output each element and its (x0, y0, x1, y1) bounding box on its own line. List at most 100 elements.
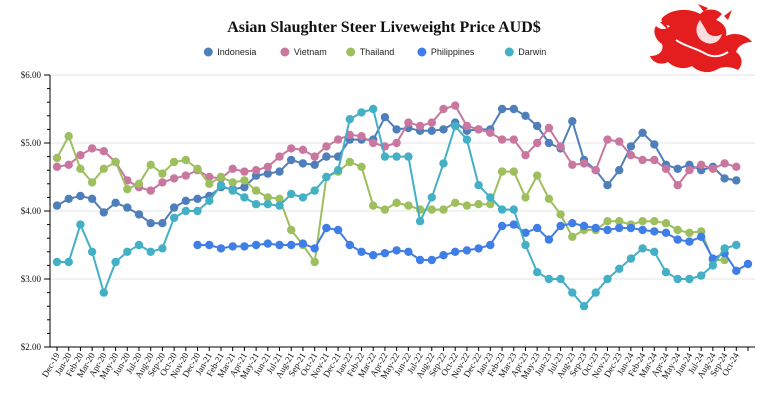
data-point (615, 137, 624, 146)
data-point (579, 221, 589, 231)
data-point (357, 162, 366, 171)
data-point (181, 171, 190, 180)
data-point (591, 166, 600, 175)
data-point (603, 225, 612, 235)
data-point (333, 225, 343, 235)
data-point (697, 271, 706, 280)
data-point (427, 118, 436, 127)
data-point (720, 159, 729, 168)
data-point (205, 172, 214, 182)
data-point (99, 147, 109, 156)
data-point (591, 288, 600, 297)
data-point (521, 240, 530, 250)
data-point (169, 213, 179, 222)
data-point (415, 217, 425, 226)
data-point (568, 160, 577, 169)
data-point (615, 217, 624, 226)
legend-label: Philippines (431, 47, 475, 57)
data-point (486, 193, 495, 202)
data-point (146, 247, 155, 256)
data-point (685, 274, 694, 284)
data-point (638, 128, 647, 137)
data-point (52, 153, 62, 163)
data-point (216, 172, 226, 182)
data-point (263, 162, 272, 171)
data-point (322, 152, 331, 161)
data-point (732, 176, 741, 185)
legend-marker (417, 47, 427, 57)
data-point (99, 164, 109, 173)
data-point (287, 240, 296, 250)
data-point (158, 244, 167, 253)
data-point (439, 205, 448, 214)
data-point (544, 138, 554, 148)
data-point (310, 257, 319, 267)
data-point (544, 235, 554, 244)
data-point (626, 142, 636, 151)
data-point (76, 220, 85, 229)
data-point (462, 121, 472, 131)
data-point (87, 247, 97, 256)
data-point (626, 223, 636, 233)
data-point (451, 101, 460, 110)
data-point (486, 200, 495, 209)
series-line (56, 133, 725, 265)
data-point (181, 196, 190, 205)
data-point (451, 198, 460, 207)
data-point (87, 144, 97, 153)
data-point (263, 169, 272, 178)
data-point (720, 174, 729, 183)
series-vietnam (52, 101, 741, 195)
data-point (310, 152, 319, 161)
data-point (556, 142, 565, 151)
data-point (661, 268, 671, 277)
data-point (568, 117, 577, 126)
legend-item-darwin: Darwin (504, 47, 546, 57)
data-point (474, 125, 483, 134)
data-point (181, 206, 190, 216)
data-point (439, 251, 448, 260)
data-point (615, 264, 624, 273)
data-point (404, 247, 413, 256)
data-point (650, 227, 659, 236)
data-point (486, 240, 495, 250)
data-point (333, 135, 343, 144)
data-point (76, 191, 85, 201)
data-point (123, 185, 132, 194)
data-point (661, 164, 671, 173)
data-point (298, 193, 308, 202)
data-point (556, 274, 565, 284)
data-point (497, 205, 507, 214)
data-point (638, 217, 647, 226)
data-point (169, 157, 179, 167)
data-point (568, 288, 577, 297)
data-point (732, 162, 741, 171)
data-point (439, 125, 448, 134)
legend-marker (280, 47, 290, 57)
data-point (626, 254, 636, 263)
legend-marker (203, 47, 213, 57)
data-point (310, 160, 319, 169)
data-point (521, 111, 530, 121)
series-philippines (193, 219, 753, 275)
data-point (345, 240, 354, 250)
data-point (240, 176, 249, 185)
data-point (650, 155, 659, 165)
data-point (263, 239, 272, 248)
legend-item-vietnam: Vietnam (280, 47, 327, 57)
data-point (193, 194, 202, 203)
data-point (322, 142, 331, 151)
data-point (392, 246, 401, 255)
data-point (626, 151, 636, 160)
data-point (99, 288, 109, 297)
data-point (64, 132, 73, 141)
data-point (287, 144, 296, 153)
data-point (298, 145, 308, 154)
y-tick-label: $3.00 (21, 274, 42, 284)
legend-label: Indonesia (217, 47, 256, 57)
data-point (111, 157, 120, 167)
dragon-logo-icon (650, 4, 752, 73)
data-point (650, 217, 659, 226)
data-point (392, 138, 401, 148)
